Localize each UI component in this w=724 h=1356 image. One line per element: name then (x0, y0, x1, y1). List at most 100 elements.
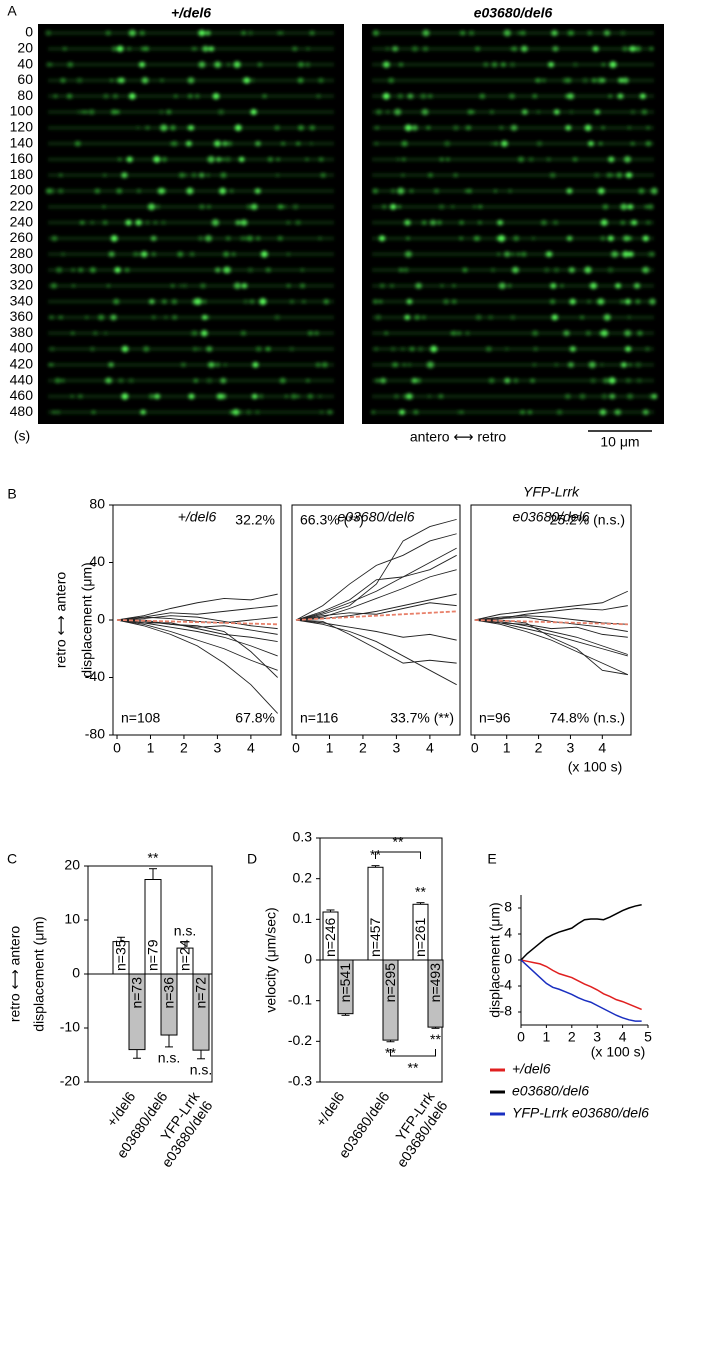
kymograph-spot (428, 172, 433, 178)
kymograph-spot (415, 282, 422, 289)
kymograph-spot (66, 93, 73, 99)
kymograph-spot (170, 141, 175, 146)
kymograph-spot (384, 331, 389, 335)
kymograph-spot (161, 156, 168, 163)
kymograph-spot (587, 299, 591, 304)
kymograph-spot (71, 331, 75, 335)
trace (116, 615, 278, 630)
kymograph-spot (430, 219, 436, 226)
kymograph-spot (262, 94, 267, 99)
kymograph-spot (554, 362, 559, 367)
kymograph-spot (438, 204, 445, 210)
error-bar (117, 936, 125, 942)
x-tick-label: 0 (471, 740, 479, 756)
kymograph-spot (471, 110, 475, 114)
kymograph-spot (191, 172, 197, 178)
kymograph-spot (183, 173, 188, 178)
error-bar (197, 1050, 205, 1060)
kymograph-spot (591, 78, 597, 83)
kymograph-spot (610, 173, 615, 177)
kymograph-spot (380, 377, 386, 384)
kymograph-spot (46, 62, 51, 68)
kymograph-band (372, 110, 654, 114)
kymograph-spot (76, 77, 83, 84)
y-tick-label: -4 (500, 977, 513, 993)
kymograph-spot (193, 378, 198, 383)
x-tick-label: 1 (147, 740, 155, 756)
kymograph-spot (162, 299, 167, 304)
kymograph-band (48, 31, 334, 35)
kymograph-spot (566, 30, 573, 36)
kymograph-spot (516, 252, 521, 257)
kymograph-spot (624, 329, 631, 337)
kymograph-spot (635, 45, 642, 52)
kymograph-spot (608, 156, 615, 163)
kymograph-spot (549, 172, 556, 178)
kymograph-spot (320, 172, 326, 178)
kymograph-spot (252, 393, 258, 400)
kymograph-spot (255, 346, 262, 352)
kymograph-spot (533, 346, 538, 352)
kymograph-spot (509, 61, 516, 68)
kymograph-band (372, 299, 654, 304)
kymograph-spot (629, 45, 637, 52)
kymograph-spot (378, 299, 383, 304)
kymograph-spot (255, 410, 260, 415)
kymograph-spot (548, 61, 554, 68)
kymograph-spot (309, 125, 315, 131)
kymograph-spot (530, 378, 535, 383)
kymograph-spot (257, 62, 263, 67)
kymograph-spot (105, 377, 112, 384)
kymograph-spot (433, 188, 440, 194)
kymograph-spot (411, 124, 418, 131)
kymograph-spot (103, 93, 109, 99)
kymograph-spot (625, 346, 631, 352)
kymograph-spot (626, 172, 633, 179)
kymograph-spot (139, 30, 145, 36)
x-tick-label: 0 (517, 1029, 525, 1045)
kymograph-spot (600, 363, 604, 367)
y-tick-label: 0 (504, 951, 512, 967)
kymograph-spot (451, 205, 455, 209)
kymograph-spot (520, 30, 526, 36)
kymograph-spot (71, 268, 76, 272)
kymograph-spot (151, 252, 156, 257)
kymograph-spot (170, 125, 176, 131)
error-bar (149, 868, 157, 880)
kymograph-spot (599, 409, 607, 416)
kymograph-band (48, 299, 334, 304)
kymograph-spot (247, 30, 254, 36)
kymograph-spot (372, 188, 378, 194)
kymograph-spot (646, 126, 650, 130)
kymograph-spot (453, 173, 458, 178)
kymograph-spot (52, 410, 56, 415)
kymograph-spot (300, 283, 306, 289)
kymograph-spot (404, 314, 410, 321)
kymograph-spot (239, 156, 245, 163)
x-tick-label: 0 (113, 740, 121, 756)
kymograph-spot (291, 393, 297, 400)
kymograph-spot (459, 236, 463, 241)
kymograph-spot (375, 314, 382, 321)
n-label: n=79 (145, 939, 161, 971)
kymograph-spot (501, 140, 508, 147)
kymograph-spot (567, 92, 574, 100)
kymograph-spot (503, 29, 511, 37)
time-label: 400 (10, 340, 34, 356)
kymograph-spot (462, 268, 467, 272)
kymograph-spot (373, 299, 378, 305)
kymograph-spot (401, 157, 406, 162)
kymograph-band (372, 204, 654, 209)
kymograph-spot (588, 140, 594, 147)
kymograph-spot (309, 142, 313, 146)
y-tick-label: 0 (72, 965, 80, 981)
kymograph-spot (193, 330, 198, 336)
kymograph-spot (604, 30, 610, 36)
time-label: 220 (10, 198, 34, 214)
error-bar (386, 1040, 395, 1043)
y-tick-label: -80 (85, 726, 105, 742)
kymograph-spot (215, 362, 221, 368)
kymograph-spot (386, 110, 390, 114)
trace (295, 569, 457, 621)
kymograph-spot (215, 267, 221, 273)
